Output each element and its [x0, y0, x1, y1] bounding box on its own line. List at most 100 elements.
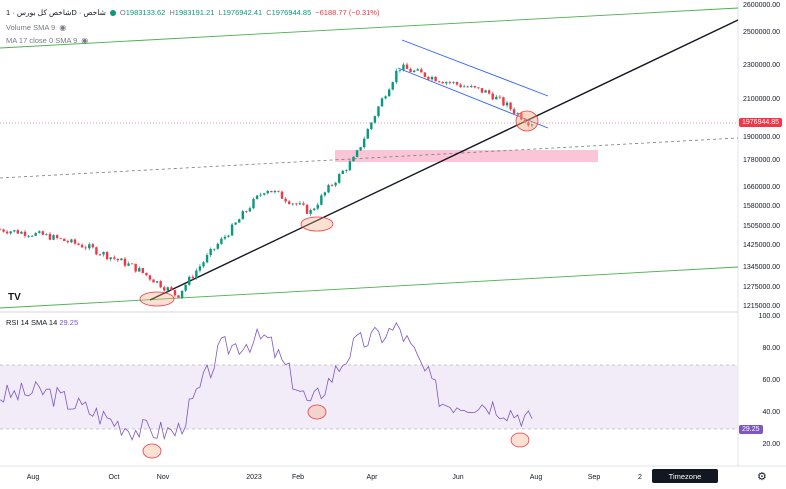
candle-body: [291, 203, 294, 205]
candle-body: [441, 82, 444, 84]
candle-body: [437, 81, 441, 83]
candle-body: [448, 82, 452, 83]
time-axis-label: Nov: [156, 474, 170, 481]
candle-body: [402, 64, 405, 70]
candle-body: [30, 235, 34, 237]
time-axis-label: Aug: [26, 474, 40, 481]
candle-body: [334, 182, 337, 186]
candle-body: [495, 96, 498, 100]
candle-body: [352, 156, 355, 162]
candle-body: [245, 211, 248, 212]
price-axis-label: 1345000.00: [743, 264, 780, 271]
rsi-axis-label: 80.00: [762, 345, 780, 352]
candle-body: [105, 252, 109, 260]
candle-body: [420, 69, 423, 73]
candle-body: [527, 122, 530, 126]
channel-lower-line: [397, 67, 549, 129]
time-axis-label: 2: [638, 474, 642, 481]
candle-body: [323, 192, 327, 196]
candle-body: [66, 240, 70, 243]
candle-body: [337, 174, 341, 183]
price-axis-label: 1580000.00: [743, 203, 780, 210]
candle-body: [473, 86, 477, 88]
candle-body: [416, 69, 419, 71]
candle-body: [159, 281, 162, 288]
volume-indicator-legend[interactable]: Volume SMA 9 ◉: [6, 23, 67, 32]
current-price-badge: 1976944.85: [739, 118, 782, 127]
price-axis-label: 2500000.00: [743, 29, 780, 36]
eye-icon[interactable]: ◉: [59, 23, 67, 32]
candle-body: [377, 106, 380, 117]
symbol-legend[interactable]: شاخص کل بورس · 1D · شاخص O1983133.62 H19…: [6, 8, 379, 17]
price-axis-label: 1425000.00: [743, 242, 780, 249]
candle-body: [48, 233, 52, 240]
rsi-axis-label: 100.00: [758, 313, 780, 320]
candle-body: [127, 263, 130, 266]
candle-body: [330, 185, 334, 186]
candle-body: [255, 195, 259, 199]
price-axis-label: 2100000.00: [743, 96, 780, 103]
eye-icon[interactable]: ◉: [81, 36, 89, 45]
time-axis-label: Aug: [529, 474, 543, 481]
candle-body: [445, 82, 448, 84]
candle-body: [248, 208, 252, 212]
price-axis-label: 2300000.00: [743, 62, 780, 69]
price-axis-label: 1275000.00: [743, 284, 780, 291]
candle-body: [73, 239, 77, 244]
candle-body: [302, 203, 305, 205]
candle-body: [313, 208, 316, 211]
candle-body: [398, 69, 402, 71]
timezone-button[interactable]: Timezone: [652, 469, 718, 483]
price-axis-label: 2600000.00: [743, 2, 780, 9]
candle-body: [430, 76, 434, 80]
candle-body: [530, 124, 534, 126]
candle-body: [273, 190, 277, 193]
candle-body: [480, 88, 484, 93]
candle-body: [95, 247, 98, 255]
rsi-legend[interactable]: RSI 14 SMA 14 29.25: [6, 318, 78, 327]
ohlc-high: H1983191.21: [169, 8, 215, 17]
candle-body: [113, 257, 116, 259]
candle-body: [238, 219, 241, 223]
candle-body: [387, 89, 391, 97]
candle-body: [502, 97, 505, 106]
candle-body: [148, 275, 152, 280]
tradingview-logo[interactable]: TV: [8, 292, 21, 303]
candle-body: [359, 147, 362, 151]
candle-body: [130, 263, 134, 265]
candle-body: [102, 252, 105, 255]
candle-body: [280, 191, 284, 199]
channel-upper-line: [401, 39, 549, 97]
candle-body: [202, 262, 205, 267]
candle-body: [188, 276, 191, 285]
candle-body: [512, 109, 516, 114]
candle-body: [227, 235, 230, 237]
symbol-title[interactable]: شاخص کل بورس · 1D · شاخص: [6, 8, 106, 17]
ma-indicator-legend[interactable]: MA 17 close 0 SMA 9 ◉: [6, 36, 89, 45]
time-axis-label: Apr: [366, 474, 378, 481]
candle-body: [509, 102, 512, 110]
gear-icon[interactable]: ⚙: [757, 471, 767, 483]
candle-body: [384, 96, 387, 99]
highlight-ellipse: [300, 216, 334, 232]
rsi-label: RSI 14 SMA 14: [6, 318, 58, 327]
candle-body: [220, 238, 223, 244]
candle-body: [9, 231, 12, 234]
candle-body: [487, 90, 491, 94]
candle-body: [230, 224, 234, 236]
candle-body: [295, 203, 298, 205]
candle-body: [180, 290, 184, 298]
candle-body: [91, 244, 95, 248]
candle-body: [366, 129, 369, 139]
time-axis-label: Feb: [291, 474, 305, 481]
time-axis-label: Sep: [587, 474, 601, 481]
price-axis-label: 1505000.00: [743, 223, 780, 230]
candle-body: [163, 287, 166, 291]
candle-body: [266, 190, 269, 194]
rsi-axis-label: 40.00: [762, 409, 780, 416]
candle-body: [216, 243, 219, 249]
price-axis-label: 1660000.00: [743, 184, 780, 191]
candle-body: [298, 203, 302, 205]
candle-body: [355, 150, 359, 157]
